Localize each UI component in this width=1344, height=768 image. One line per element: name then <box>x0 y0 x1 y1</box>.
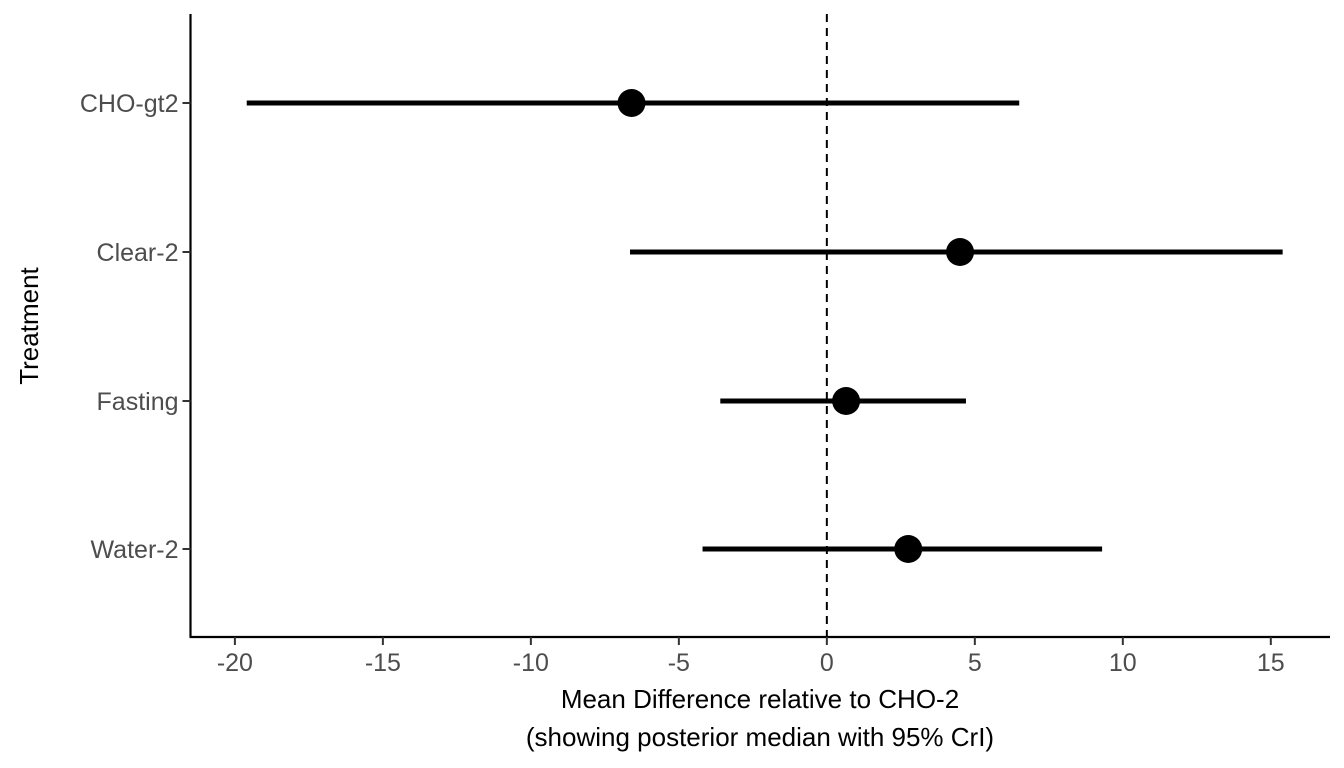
y-tick-label: Fasting <box>97 388 179 416</box>
y-axis-title: Treatment <box>14 266 44 384</box>
x-axis-title-line2: (showing posterior median with 95% CrI) <box>526 722 994 752</box>
median-point <box>617 89 646 117</box>
x-axis-ticks: -20 -15 -10 -5 0 5 10 15 <box>217 637 1285 677</box>
y-tick-label: CHO-gt2 <box>80 90 179 118</box>
median-point <box>832 387 861 415</box>
x-tick-label: 5 <box>968 649 982 677</box>
y-tick-label: Clear-2 <box>97 239 179 267</box>
interval-lines <box>246 100 1283 552</box>
x-tick-label: -15 <box>365 649 401 677</box>
y-tick-label: Water-2 <box>91 536 179 564</box>
x-tick-label: -5 <box>668 649 690 677</box>
x-tick-label: 15 <box>1257 649 1285 677</box>
y-axis-ticks: CHO-gt2 Clear-2 Fasting Water-2 <box>80 90 191 564</box>
x-axis-title-line1: Mean Difference relative to CHO-2 <box>561 684 959 714</box>
x-tick-label: 10 <box>1109 649 1137 677</box>
median-point <box>946 238 975 266</box>
x-tick-label: -20 <box>217 649 253 677</box>
median-point <box>894 535 923 563</box>
median-points <box>617 89 975 563</box>
x-tick-label: 0 <box>820 649 834 677</box>
x-tick-label: -10 <box>513 649 549 677</box>
